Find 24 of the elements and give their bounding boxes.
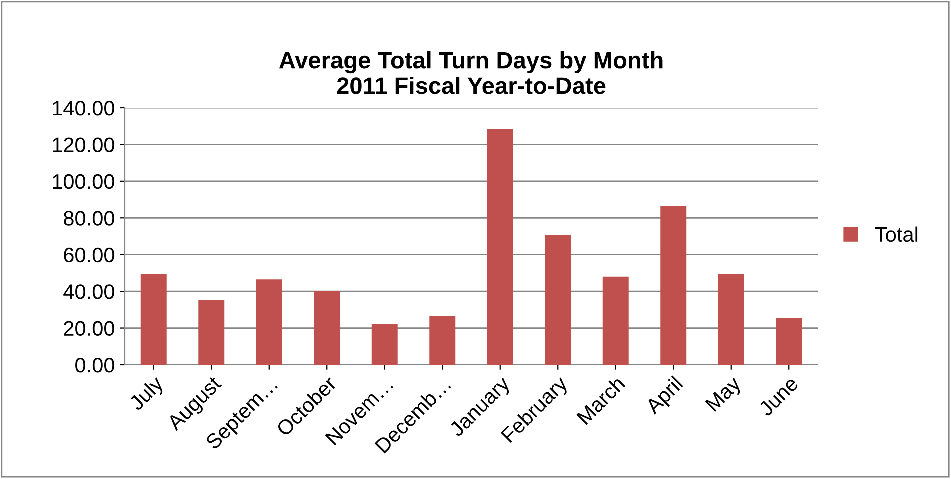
x-tick-label: July xyxy=(128,374,168,414)
bar xyxy=(487,129,514,365)
bar xyxy=(256,280,282,365)
y-tick-label: 40.00 xyxy=(64,284,114,300)
bar xyxy=(430,316,456,365)
bar xyxy=(372,324,398,365)
y-tick-label: 100.00 xyxy=(53,174,114,190)
bar xyxy=(314,291,340,365)
x-tick-label: May xyxy=(705,375,746,416)
y-tick-label: 0.00 xyxy=(76,358,114,373)
bar xyxy=(198,300,225,365)
y-tick-label: 80.00 xyxy=(64,211,114,226)
bar xyxy=(140,274,167,365)
chart-title: Average Total Turn Days by Month 2011 Fiscal Year-to-Date xyxy=(279,51,663,94)
y-tick-label: 120.00 xyxy=(53,138,114,152)
bar xyxy=(718,274,744,365)
bar xyxy=(602,276,629,365)
bar xyxy=(545,235,572,365)
bar xyxy=(660,206,687,365)
legend-label: Total xyxy=(875,226,918,242)
y-tick-label: 20.00 xyxy=(64,321,114,336)
bar xyxy=(776,318,802,365)
y-tick-label: 140.00 xyxy=(53,101,114,116)
y-tick-label: 60.00 xyxy=(64,248,114,263)
